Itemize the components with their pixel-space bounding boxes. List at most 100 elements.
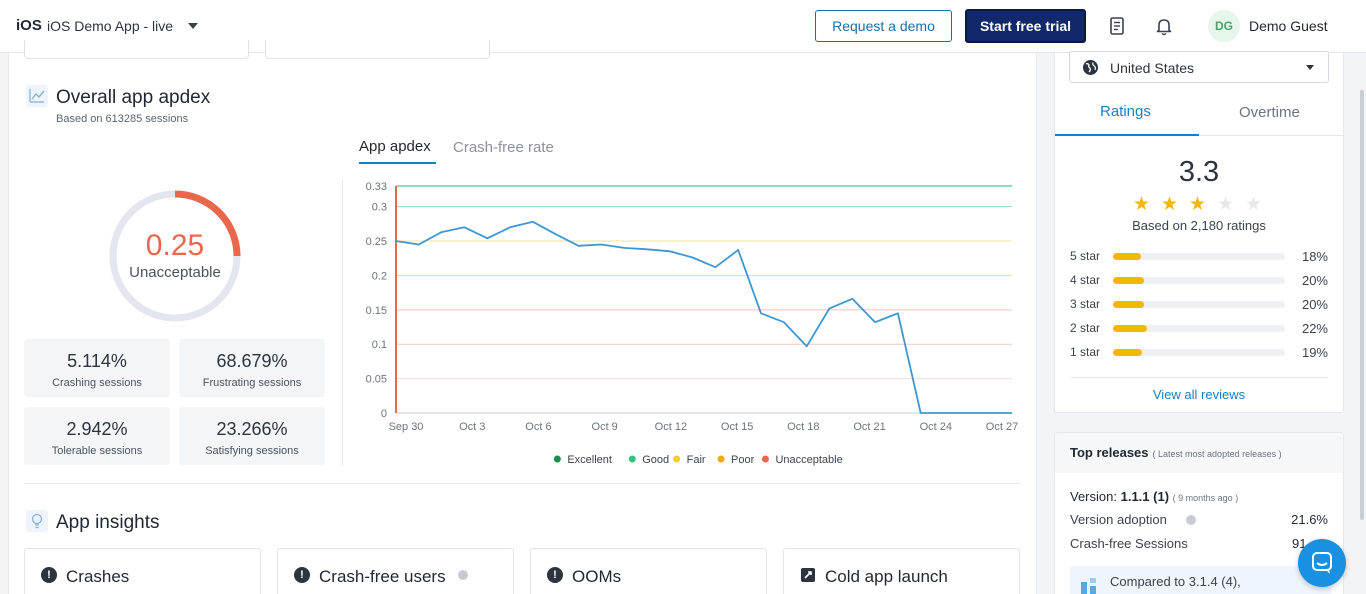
distribution-bar (1113, 349, 1285, 356)
star-icon: ★ (1133, 194, 1151, 215)
version-label: Version: (1070, 489, 1117, 504)
rocket-icon (800, 567, 816, 588)
tab-ratings[interactable]: Ratings (1100, 103, 1151, 120)
document-icon[interactable] (1106, 15, 1128, 37)
distribution-bar-fill (1113, 325, 1148, 332)
distribution-label: 5 star (1070, 249, 1101, 263)
apdex-line-chart: 0 0.05 0.1 0.15 0.2 0.25 0.3 0.33 Sep 30 Oct 3 Oct… (366, 181, 1019, 466)
y-tick-label: 0.33 (366, 181, 387, 193)
star-icon: ★ (1189, 194, 1207, 215)
active-tab-indicator (359, 162, 436, 164)
kpi-satisfying-sessions: 23.266% Satisfying sessions (179, 407, 325, 465)
insight-card-crashes[interactable]: ! Crashes (24, 548, 261, 594)
scrollbar[interactable] (1360, 90, 1364, 520)
distribution-bar-fill (1113, 253, 1141, 260)
insight-card-ooms[interactable]: ! OOMs (530, 548, 767, 594)
tab-overtime[interactable]: Overtime (1239, 104, 1300, 121)
x-tick-label: Oct 27 (986, 421, 1018, 433)
distribution-label: 4 star (1070, 273, 1101, 287)
x-tick-label: Oct 21 (853, 421, 885, 433)
star-icon: ★ (1161, 194, 1179, 215)
country-select[interactable]: United States (1069, 51, 1329, 83)
chevron-down-icon[interactable] (188, 23, 198, 29)
apdex-status: Unacceptable (129, 264, 221, 281)
x-tick-label: Oct 9 (592, 421, 618, 433)
series-line (395, 220, 1012, 414)
view-all-reviews-link[interactable]: View all reviews (1152, 387, 1246, 402)
comparison-text: Compared to 3.1.4 (4), (1110, 574, 1241, 589)
apdex-gauge (109, 190, 241, 322)
insight-card-title: OOMs (572, 567, 622, 586)
filter-dropdown-stub[interactable] (265, 40, 490, 59)
releases-subtitle: ( Latest most adopted releases ) (1152, 449, 1282, 459)
tab-app-apdex[interactable]: App apdex (359, 138, 431, 155)
comparison-box: Compared to 3.1.4 (4), (1070, 566, 1332, 594)
kpi-label: Satisfying sessions (205, 445, 299, 457)
insight-card-title: Crashes (66, 567, 130, 586)
star-icon: ★ (1217, 194, 1235, 215)
releases-header (1055, 433, 1343, 473)
alert-icon: ! (294, 567, 310, 583)
bell-icon[interactable] (1153, 15, 1175, 37)
kpi-value: 2.942% (66, 419, 128, 439)
y-tick-label: 0.1 (372, 339, 387, 351)
request-demo-button[interactable]: Request a demo (815, 10, 952, 42)
legend-marker (761, 455, 769, 463)
divider (342, 180, 343, 466)
distribution-label: 2 star (1070, 321, 1101, 335)
x-tick-label: Oct 6 (525, 421, 551, 433)
legend-label: Good (642, 454, 669, 466)
version-age: ( 9 months ago ) (1172, 493, 1239, 503)
distribution-bar (1113, 253, 1285, 260)
kpi-frustrating-sessions: 68.679% Frustrating sessions (179, 339, 325, 397)
distribution-label: 3 star (1070, 297, 1101, 311)
legend-marker (717, 455, 725, 463)
app-selector[interactable]: iOS Demo App - live (47, 18, 174, 34)
chat-icon (1312, 552, 1332, 574)
releases-title-text: Top releases (1070, 445, 1149, 460)
legend-label: Excellent (567, 454, 612, 466)
divider (1199, 135, 1343, 136)
insight-card-crash-free-users[interactable]: ! Crash-free users (277, 548, 514, 594)
distribution-label: 1 star (1070, 345, 1101, 359)
crash-free-sessions-label: Crash-free Sessions (1070, 536, 1188, 551)
apdex-title: Overall app apdex (56, 87, 211, 108)
kpi-value: 68.679% (216, 351, 288, 371)
chat-launcher-button[interactable] (1298, 539, 1346, 587)
chevron-down-icon (1306, 65, 1314, 70)
distribution-bar (1113, 301, 1285, 308)
start-trial-button[interactable]: Start free trial (965, 9, 1086, 43)
x-tick-label: Oct 15 (721, 421, 753, 433)
distribution-percent: 19% (1301, 345, 1328, 360)
adoption-value: 21.6% (1291, 512, 1328, 527)
distribution-bar (1113, 277, 1285, 284)
insight-card-title: Cold app launch (825, 567, 948, 586)
star-icon: ★ (1245, 194, 1263, 215)
info-icon[interactable] (458, 570, 468, 580)
lightbulb-icon (26, 510, 48, 532)
y-tick-label: 0.3 (372, 202, 387, 214)
distribution-percent: 20% (1301, 297, 1328, 312)
x-tick-label: Oct 24 (920, 421, 952, 433)
avatar[interactable]: DG (1208, 10, 1240, 42)
distribution-bar-fill (1113, 301, 1144, 308)
user-name[interactable]: Demo Guest (1249, 18, 1328, 34)
kpi-crashing-sessions: 5.114% Crashing sessions (24, 339, 170, 397)
legend-label: Unacceptable (775, 454, 842, 466)
y-tick-label: 0 (381, 408, 387, 420)
kpi-label: Frustrating sessions (202, 377, 302, 389)
filter-dropdown-stub[interactable] (24, 40, 249, 59)
alert-icon: ! (547, 567, 563, 583)
line-chart-icon (26, 85, 48, 107)
alert-icon: ! (41, 567, 57, 583)
kpi-value: 23.266% (216, 419, 288, 439)
legend-label: Fair (687, 454, 706, 466)
active-tab-indicator (1055, 134, 1199, 136)
version-value: 1.1.1 (1) (1120, 489, 1170, 504)
divider (1070, 377, 1328, 378)
tab-crash-free-rate[interactable]: Crash-free rate (453, 139, 554, 156)
info-icon[interactable] (1186, 515, 1196, 525)
insight-card-cold-app-launch[interactable]: Cold app launch (783, 548, 1020, 594)
kpi-label: Crashing sessions (52, 377, 142, 389)
distribution-bar-fill (1113, 277, 1144, 284)
